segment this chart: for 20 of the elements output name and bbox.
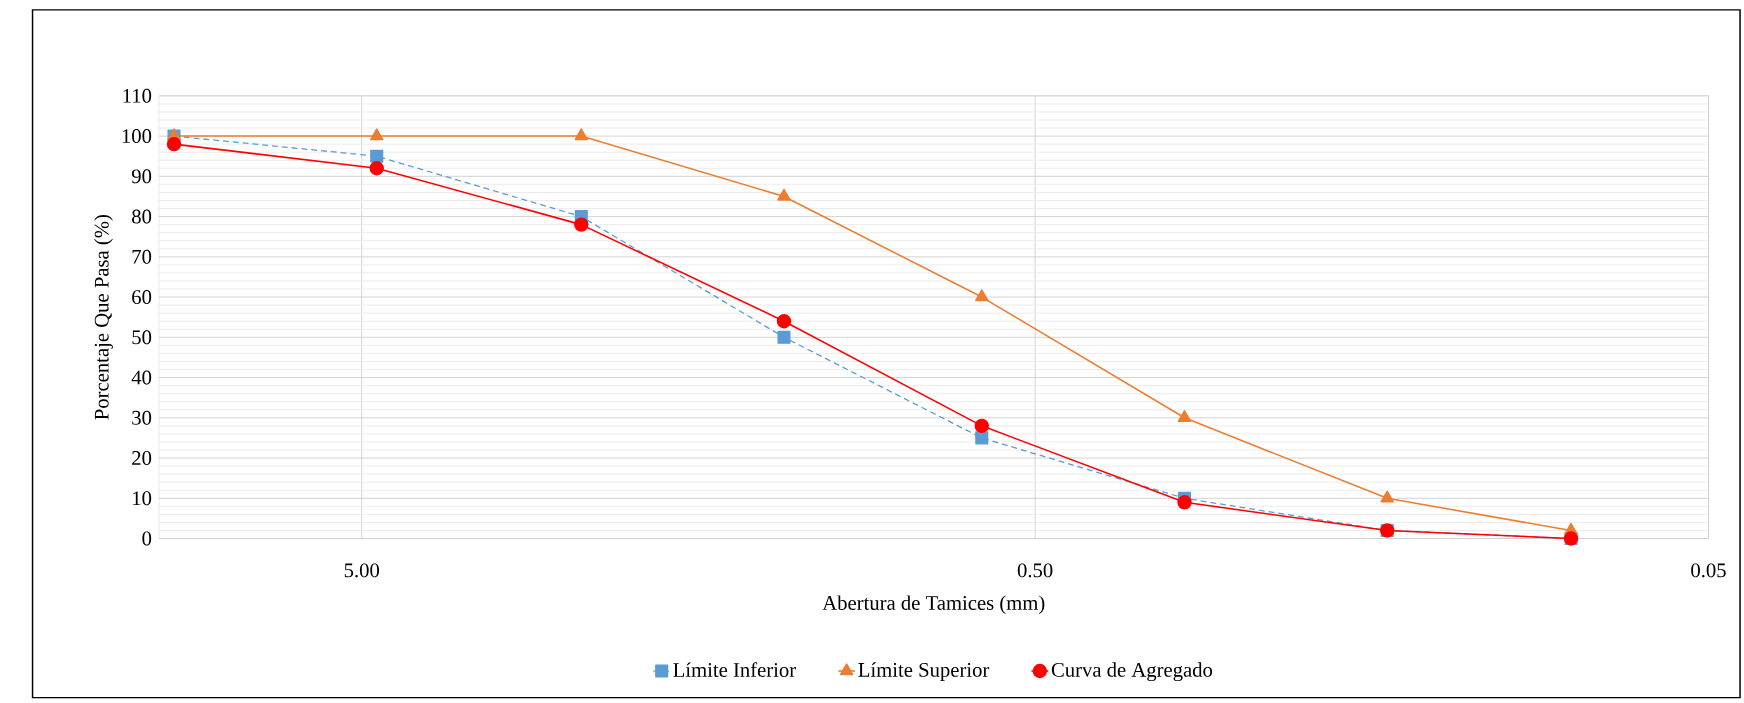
y-tick-label: 90	[131, 169, 152, 184]
y-tick-label: 50	[132, 330, 152, 345]
legend-label: Límite Superior	[858, 662, 990, 682]
y-tick-label: 30	[132, 411, 152, 425]
x-axis-title: Abertura de Tamices (mm)	[822, 595, 1045, 615]
legend-label: Límite Inferior	[673, 662, 796, 678]
y-tick-label: 40	[131, 370, 152, 385]
y-tick-label: 20	[132, 451, 152, 466]
x-tick-label: 0.05	[1691, 563, 1726, 578]
y-tick-label: 100	[122, 129, 152, 144]
y-tick-label: 110	[123, 89, 152, 104]
y-tick-label: 60	[132, 290, 152, 305]
x-tick-label: 5.00	[344, 563, 380, 578]
x-tick-label: 0.50	[1017, 563, 1053, 578]
y-tick-label: 80	[132, 209, 152, 224]
y-tick-label: 10	[133, 491, 152, 506]
y-tick-label: 0	[142, 531, 152, 546]
y-axis-title: Porcentaje Que Pasa (%)	[94, 215, 113, 420]
y-tick-label: 70	[132, 250, 152, 265]
legend-label: Curva de Agregado	[1051, 662, 1213, 682]
